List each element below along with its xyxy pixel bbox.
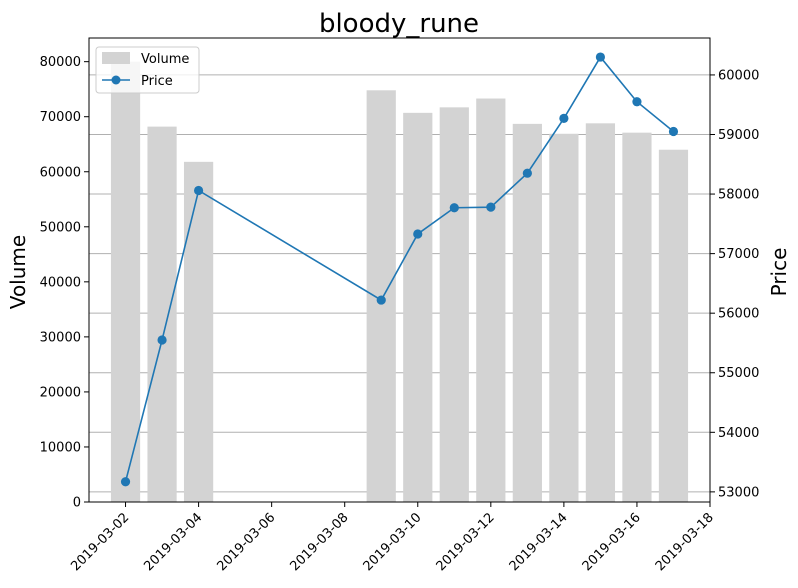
volume-bar <box>549 133 579 502</box>
y-left-tick-label: 80000 <box>40 55 81 70</box>
y-left-tick-label: 70000 <box>40 110 81 125</box>
x-axis: 2019-03-02 2019-03-04 2019-03-06 2019-03-08… <box>68 502 717 574</box>
y-right-tick-label: 59000 <box>718 128 759 143</box>
price-point <box>413 229 423 239</box>
y-left-tick-label: 60000 <box>40 165 81 180</box>
x-tick-label: 2019-03-18 <box>653 510 717 574</box>
y-left-tick-label: 0 <box>73 496 81 511</box>
volume-bar <box>622 132 652 502</box>
volume-bar <box>183 161 214 502</box>
volume-bar <box>147 126 177 502</box>
y-right-tick-label: 53000 <box>718 485 759 500</box>
legend-price-marker <box>111 75 121 85</box>
x-tick-label: 2019-03-02 <box>68 510 132 574</box>
price-point <box>449 203 459 213</box>
x-tick-label: 2019-03-08 <box>287 510 351 574</box>
plot-frame <box>88 37 711 503</box>
y-axis-right-title: Price <box>767 248 791 297</box>
price-line <box>124 55 674 482</box>
chart-title: bloody_rune <box>319 9 479 39</box>
x-tick-label: 2019-03-04 <box>141 510 205 574</box>
volume-bar <box>476 98 506 503</box>
volume-bar <box>585 123 616 502</box>
price-point <box>559 113 569 124</box>
price-point <box>522 168 532 178</box>
x-tick-label: 2019-03-10 <box>361 510 425 574</box>
volume-bar <box>110 61 141 503</box>
y-axis-left: 0 10000 20000 30000 40000 50000 60000 70000 8000… <box>40 55 89 511</box>
x-tick-label: 2019-03-14 <box>507 510 571 574</box>
y-left-tick-label: 10000 <box>40 440 81 455</box>
y-axis-left-title: Volume <box>6 235 30 309</box>
price-point <box>120 477 131 487</box>
y-left-tick-label: 50000 <box>40 220 81 235</box>
y-right-tick-label: 60000 <box>718 68 759 83</box>
legend-volume-label: Volume <box>141 52 189 67</box>
y-axis-right: 53000 54000 55000 56000 57000 58000 59000 60000 <box>710 68 759 500</box>
x-tick-label: 2019-03-12 <box>434 510 498 574</box>
legend-price-label: Price <box>141 74 173 89</box>
price-point <box>486 202 496 212</box>
price-point <box>668 126 679 137</box>
gridlines <box>89 74 710 493</box>
y-right-tick-label: 54000 <box>718 426 759 441</box>
y-left-tick-label: 40000 <box>40 275 81 290</box>
price-line-group <box>120 52 679 487</box>
volume-bar <box>512 123 542 502</box>
price-point <box>157 335 167 345</box>
y-left-tick-label: 30000 <box>40 330 81 345</box>
legend: Volume Price <box>95 46 200 94</box>
y-right-tick-label: 58000 <box>718 188 759 203</box>
volume-bars <box>110 61 689 503</box>
x-tick-label: 2019-03-16 <box>580 510 644 574</box>
price-point <box>632 97 642 107</box>
price-point <box>376 295 386 305</box>
price-point <box>595 52 606 62</box>
volume-bar <box>403 112 433 502</box>
y-right-tick-label: 57000 <box>718 247 759 262</box>
y-right-tick-label: 56000 <box>718 307 759 322</box>
y-left-tick-label: 20000 <box>40 385 81 400</box>
volume-bar <box>658 149 689 502</box>
volume-bar <box>439 107 469 503</box>
legend-volume-swatch <box>102 52 130 64</box>
y-right-tick-label: 55000 <box>718 366 759 381</box>
x-tick-label: 2019-03-06 <box>214 510 278 574</box>
price-point <box>193 185 204 196</box>
